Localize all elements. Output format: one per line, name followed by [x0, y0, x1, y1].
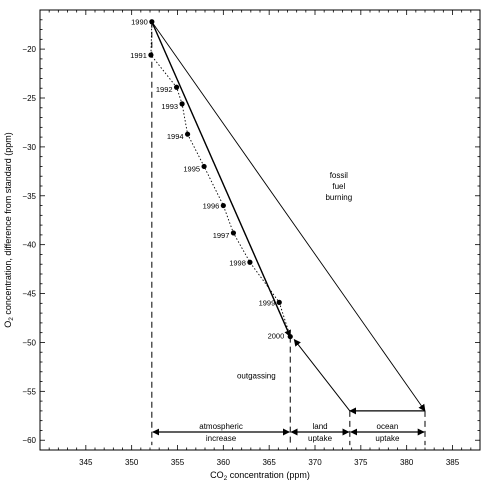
year-label: 1998	[229, 258, 246, 267]
data-point	[247, 259, 253, 265]
data-point	[173, 84, 180, 90]
year-label: 1991	[130, 51, 147, 60]
x-tick-label: 360	[217, 458, 231, 467]
dotted-data-path	[150, 21, 291, 337]
x-tick-label: 380	[400, 458, 414, 467]
y-tick-label: −30	[22, 143, 36, 152]
x-tick-label: 345	[79, 458, 93, 467]
ocean-uptake-label-line1: ocean	[377, 422, 399, 431]
data-point	[148, 52, 154, 58]
outgassing-arrow	[293, 339, 351, 412]
data-point	[201, 163, 207, 170]
dashed-guide-lines	[151, 21, 426, 446]
y-tick-label: −50	[22, 338, 36, 347]
x-axis-ticks: 345 350 355 360 365 370 375 380 385	[39, 10, 481, 467]
year-label: 1999	[259, 298, 276, 307]
year-label: 1992	[156, 85, 173, 94]
annotations: atmospheric increase land uptake ocean uptake…	[130, 18, 400, 443]
data-point	[179, 101, 185, 107]
dotted-trend-line	[151, 21, 291, 337]
fossil-fuel-arrow	[151, 21, 426, 412]
year-label: 1997	[213, 231, 230, 240]
y-axis-ticks: −20 −25 −30 −35 −40 −45 −50 −55 −60	[22, 9, 480, 451]
year-label: 2000	[268, 332, 285, 341]
atmospheric-increase-label-line2: increase	[206, 434, 237, 443]
y-tick-label: −60	[22, 436, 36, 445]
budget-arrows	[151, 21, 426, 436]
year-label: 1996	[203, 202, 220, 211]
trend-lines	[150, 21, 291, 338]
x-axis-label: CO2 concentration (ppm)	[210, 470, 310, 482]
year-label: 1993	[161, 102, 178, 111]
x-tick-label: 385	[446, 458, 460, 467]
data-point	[287, 333, 293, 340]
data-point	[276, 299, 282, 305]
x-tick-label: 350	[125, 458, 139, 467]
x-tick-label: 365	[262, 458, 276, 467]
year-label: 1994	[167, 132, 184, 141]
x-tick-label: 355	[171, 458, 185, 467]
y-axis-label: O2 concentration, difference from standa…	[3, 132, 15, 328]
land-uptake-label-line1: land	[312, 422, 327, 431]
year-label: 1990	[131, 18, 148, 27]
atmospheric-increase-label-line1: atmospheric	[199, 422, 243, 431]
outgassing-label: outgassing	[237, 372, 276, 381]
plot-frame	[39, 9, 481, 451]
fossil-fuel-label: fuel	[332, 182, 345, 191]
y-tick-label: −45	[22, 290, 36, 299]
data-point	[184, 131, 191, 137]
y-tick-label: −35	[22, 192, 36, 201]
fossil-fuel-label: burning	[325, 193, 352, 202]
data-point	[230, 230, 237, 236]
fossil-fuel-label: fossil	[330, 171, 348, 180]
y-tick-label: −20	[22, 45, 36, 54]
x-tick-label: 370	[308, 458, 322, 467]
data-point	[220, 202, 226, 209]
data-points	[148, 19, 293, 340]
data-point	[149, 19, 155, 25]
y-tick-label: −40	[22, 241, 36, 250]
y-tick-label: −55	[22, 387, 36, 396]
year-label: 1995	[183, 164, 200, 173]
land-uptake-label-line2: uptake	[308, 434, 333, 443]
y-tick-label: −25	[22, 94, 36, 103]
ocean-uptake-label-line2: uptake	[375, 434, 400, 443]
x-tick-label: 375	[354, 458, 368, 467]
